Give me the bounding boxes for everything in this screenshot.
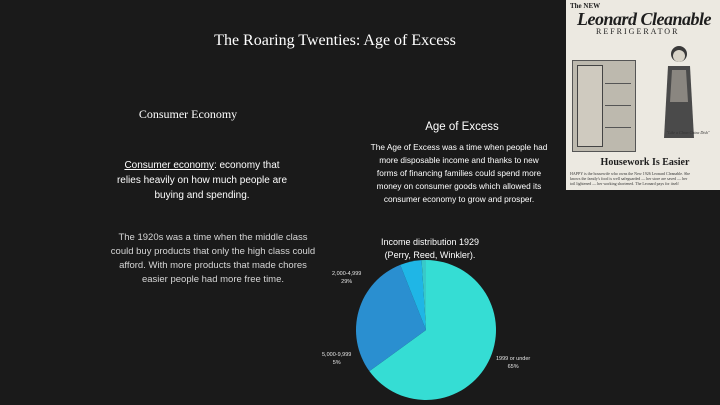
- section-heading-consumer-economy: Consumer Economy: [138, 107, 238, 121]
- refrigerator-shelf: [605, 105, 631, 106]
- refrigerator-shelf: [605, 127, 631, 128]
- ad-body: HAPPY is the housewife who owns the New …: [570, 171, 720, 186]
- definition-text: : economy that relies heavily on how muc…: [116, 160, 288, 201]
- pie-slice-10-000-and-over: [421, 260, 426, 330]
- ad-caption: "Like a Clean China Dish": [666, 130, 710, 135]
- housewife-illustration: [664, 46, 694, 138]
- description-paragraph: The 1920s was a time when the middle cla…: [110, 232, 316, 285]
- income-pie-chart: [356, 260, 496, 400]
- slice-percent-2000: 29%: [341, 279, 353, 285]
- pie-slice-1999-or-under: [369, 260, 496, 400]
- chart-subtitle: (Perry, Reed, Winkler).: [384, 250, 476, 260]
- chart-title-line: Income distribution 1929: [380, 237, 480, 247]
- slice-category-1999: 1999 or under: [496, 356, 531, 362]
- ad-brand: Leonard Cleanable: [577, 9, 712, 29]
- ad-headline: Housework Is Easier: [600, 157, 690, 168]
- slice-label-5000: 5,000-9,999 5%: [322, 351, 351, 367]
- slide-title: The Roaring Twenties: Age of Excess: [214, 32, 456, 49]
- slice-percent-5000: 5%: [332, 360, 341, 366]
- ad-body-line: toil lightened — her working shortened. …: [570, 181, 679, 186]
- definition-block: Consumer economy: economy that relies he…: [112, 158, 292, 203]
- chart-title: Income distribution 1929 (Perry, Reed, W…: [360, 236, 500, 262]
- pie-slice-5-000-9-999: [400, 260, 426, 330]
- slice-category-2000: 2,000-4,999: [332, 271, 362, 277]
- definition-term: Consumer economy: [124, 160, 214, 171]
- slice-percent-1999: 65%: [507, 364, 519, 370]
- refrigerator-shelf: [605, 83, 631, 84]
- ad-subtitle: REFRIGERATOR: [596, 27, 680, 36]
- slice-label-1999: 1999 or under 65%: [496, 355, 530, 371]
- refrigerator-door: [577, 65, 603, 147]
- age-of-excess-body: The Age of Excess was a time when people…: [370, 142, 548, 204]
- ad-prefix: The NEW: [570, 2, 601, 10]
- ad-body-line: HAPPY is the housewife who owns the New …: [570, 171, 691, 176]
- age-of-excess-heading: Age of Excess: [425, 121, 499, 133]
- ad-body-line: knows the family's food is well safeguar…: [570, 176, 688, 181]
- slice-label-2000: 2,000-4,999 29%: [332, 270, 361, 286]
- pie-slice-2-000-4-999: [356, 264, 426, 372]
- slice-category-5000: 5,000-9,999: [322, 352, 352, 358]
- refrigerator-illustration: [572, 60, 636, 152]
- refrigerator-advertisement: The NEW Leonard Cleanable REFRIGERATOR "…: [566, 0, 720, 190]
